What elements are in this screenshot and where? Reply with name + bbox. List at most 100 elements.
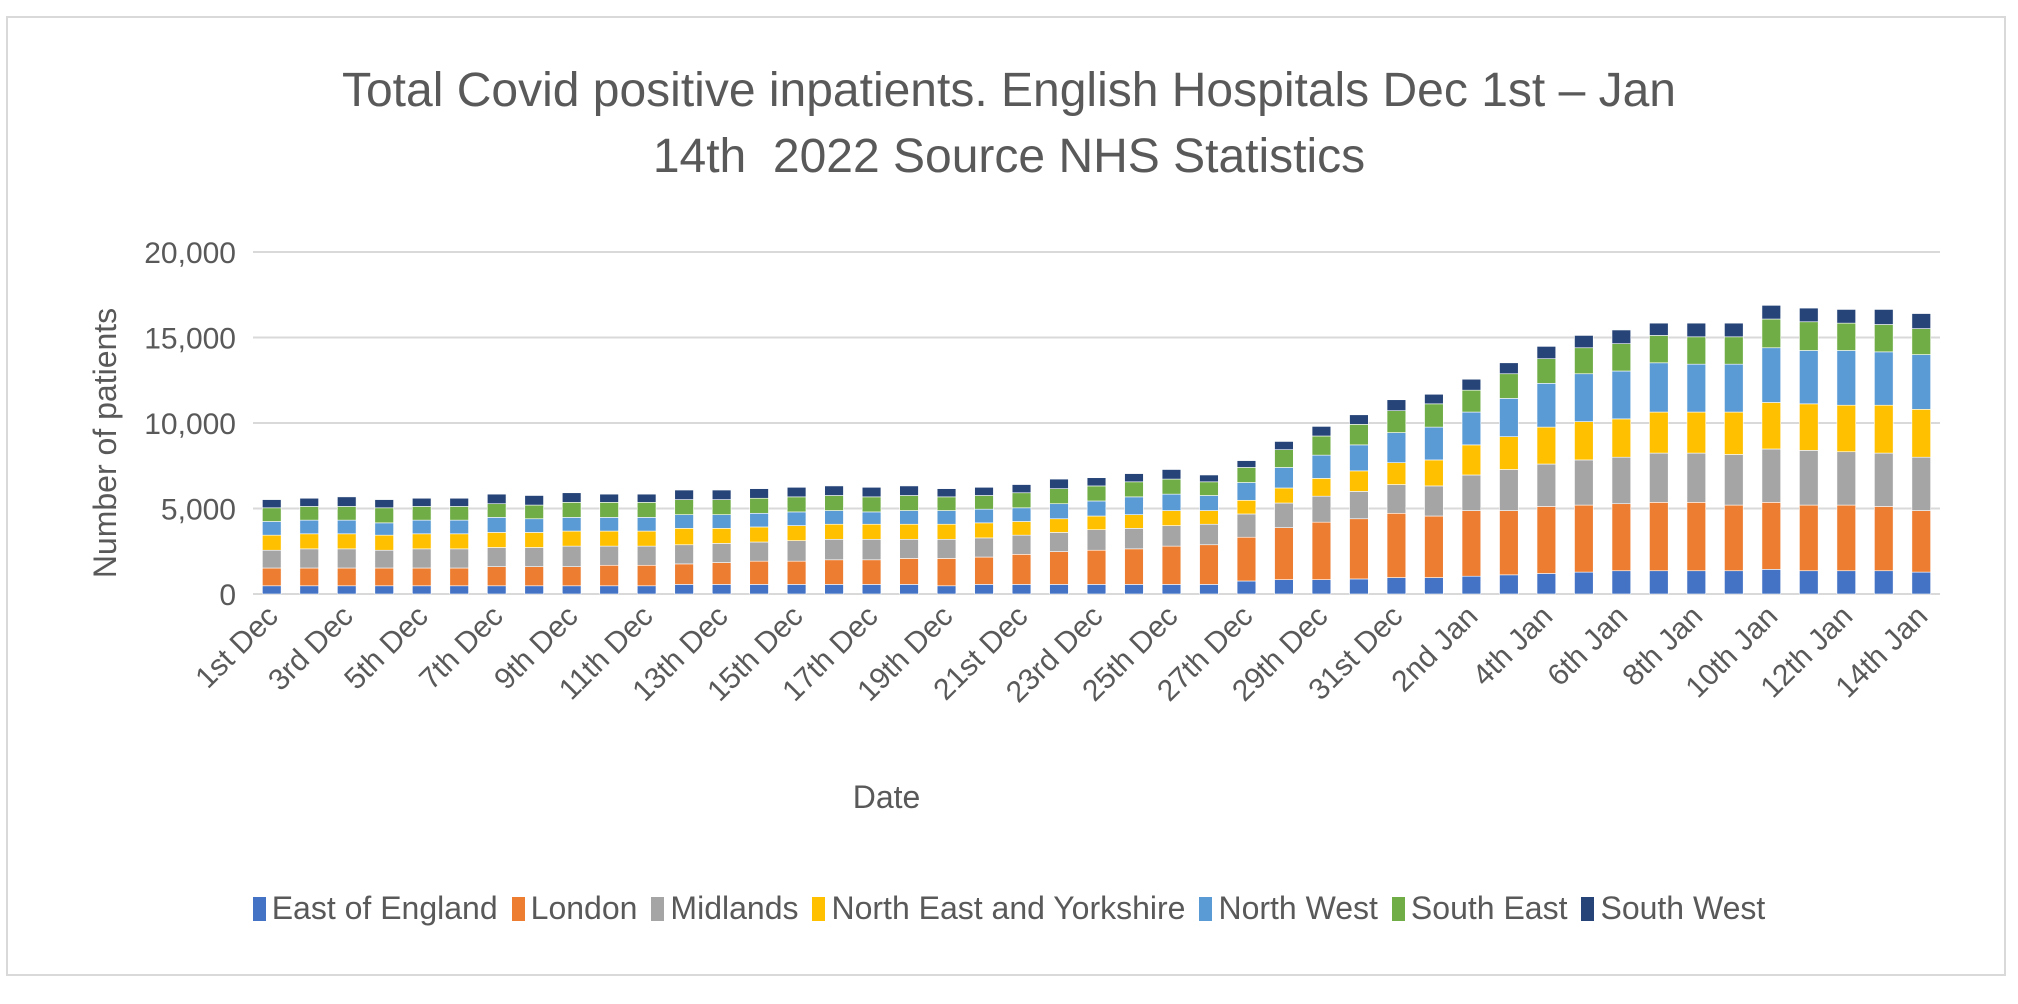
- x-axis-title: Date: [853, 779, 921, 815]
- legend-item: London: [511, 890, 638, 927]
- bar-segment-london: [1386, 512, 1407, 578]
- bar-segment-south-west: [1461, 378, 1482, 391]
- legend-swatch: [1199, 896, 1213, 921]
- bar-segment-midlands: [1911, 456, 1931, 511]
- bar-segment-midlands: [1124, 528, 1144, 550]
- bar-segment-south-east: [524, 504, 544, 520]
- bar-segment-south-west: [1199, 474, 1219, 483]
- bar-segment-south-west: [1124, 473, 1144, 483]
- bar-segment-midlands: [1236, 513, 1257, 538]
- bar-segment-south-east: [1386, 410, 1407, 433]
- bar-segment-london: [599, 564, 619, 587]
- bar-stack: [561, 492, 582, 595]
- legend-label: London: [530, 890, 638, 926]
- bar-segment-south-east: [1161, 478, 1182, 495]
- bar-segment-london: [1649, 502, 1669, 572]
- y-tick-label: 10,000: [144, 408, 236, 441]
- bar-stack: [1536, 346, 1557, 595]
- bar-segment-east-of-england: [449, 585, 469, 595]
- bar-segment-north-east-and-yorkshire: [1836, 404, 1856, 453]
- bar-stack: [1874, 309, 1894, 595]
- bar-segment-south-east: [599, 502, 619, 518]
- bar-segment-london: [1236, 536, 1257, 582]
- bar-segment-south-east: [1349, 424, 1369, 446]
- bar-segment-south-east: [899, 495, 919, 511]
- bar-segment-midlands: [899, 538, 919, 559]
- bar-segment-south-west: [487, 493, 507, 505]
- bar-segment-south-east: [1686, 336, 1706, 365]
- bar-segment-south-east: [1274, 449, 1294, 468]
- bar-segment-midlands: [1649, 452, 1669, 503]
- bar-stack: [1724, 322, 1744, 595]
- legend-item: East of England: [252, 890, 498, 927]
- bar-segment-south-east: [412, 506, 432, 521]
- bar-segment-midlands: [599, 545, 619, 566]
- bar-segment-north-west: [1124, 496, 1144, 515]
- bar-segment-north-east-and-yorkshire: [599, 530, 619, 547]
- bar-segment-south-east: [1011, 492, 1032, 509]
- bar-segment-north-east-and-yorkshire: [1424, 459, 1444, 487]
- bar-segment-north-east-and-yorkshire: [749, 526, 769, 543]
- bar-segment-south-west: [449, 497, 469, 507]
- bar-stack: [412, 497, 432, 595]
- bar-segment-london: [449, 567, 469, 587]
- bar-stack: [861, 486, 882, 595]
- bar-segment-south-west: [1011, 484, 1032, 494]
- bar-segment-london: [561, 566, 582, 587]
- bar-segment-south-west: [374, 499, 394, 509]
- bar-stack: [1349, 414, 1369, 595]
- bar-segment-midlands: [674, 544, 694, 565]
- bar-segment-london: [374, 567, 394, 587]
- x-tick-label: 4th Jan: [1466, 600, 1559, 693]
- bar-segment-midlands: [1311, 495, 1332, 523]
- bar-stack: [974, 486, 994, 595]
- bar-segment-south-west: [711, 489, 732, 500]
- bar-segment-south-west: [1386, 399, 1407, 411]
- bar-segment-north-east-and-yorkshire: [636, 530, 657, 547]
- bar-segment-east-of-england: [1874, 570, 1894, 595]
- bar-segment-east-of-england: [561, 585, 582, 595]
- bar-segment-north-east-and-yorkshire: [1236, 499, 1257, 515]
- bar-stack: [711, 489, 732, 595]
- bar-stack: [524, 495, 544, 595]
- bar-stack: [824, 485, 844, 595]
- bar-segment-north-west: [1499, 398, 1519, 437]
- bar-segment-east-of-england: [1011, 584, 1032, 595]
- bar-segment-north-east-and-yorkshire: [1461, 444, 1482, 476]
- bar-segment-east-of-england: [1724, 570, 1744, 595]
- bar-segment-south-west: [936, 488, 957, 498]
- bar-segment-london: [749, 560, 769, 585]
- legend-label: North East and Yorkshire: [831, 890, 1186, 926]
- bar-segment-south-east: [1611, 343, 1632, 372]
- bar-segment-north-east-and-yorkshire: [1799, 403, 1819, 451]
- bar-segment-midlands: [786, 540, 807, 562]
- bar-segment-east-of-england: [299, 585, 319, 595]
- bar-segment-east-of-england: [636, 585, 657, 595]
- bar-segment-london: [1761, 502, 1781, 570]
- legend-item: South West: [1581, 890, 1765, 927]
- bar-segment-london: [1311, 521, 1332, 580]
- bar-stack: [1386, 399, 1407, 595]
- bar-segment-south-east: [1086, 485, 1107, 502]
- bar-stack: [1911, 313, 1931, 595]
- bar-segment-east-of-england: [1799, 570, 1819, 595]
- bar-segment-london: [1161, 545, 1182, 585]
- bar-segment-london: [1799, 504, 1819, 572]
- bar-segment-london: [786, 560, 807, 585]
- bar-segment-south-east: [487, 503, 507, 518]
- bar-segment-london: [1461, 510, 1482, 577]
- bar-segment-east-of-england: [936, 585, 957, 595]
- bar-segment-north-east-and-yorkshire: [786, 525, 807, 541]
- bar-stack: [1499, 362, 1519, 595]
- bar-segment-east-of-england: [1424, 577, 1444, 595]
- bar-segment-south-east: [1424, 403, 1444, 428]
- bar-segment-east-of-england: [524, 585, 544, 595]
- legend-swatch: [651, 896, 665, 921]
- bar-segment-midlands: [1349, 491, 1369, 520]
- bar-segment-north-west: [374, 522, 394, 536]
- bar-segment-east-of-england: [1761, 569, 1781, 595]
- bar-segment-north-west: [599, 517, 619, 532]
- bar-segment-south-east: [1836, 322, 1856, 351]
